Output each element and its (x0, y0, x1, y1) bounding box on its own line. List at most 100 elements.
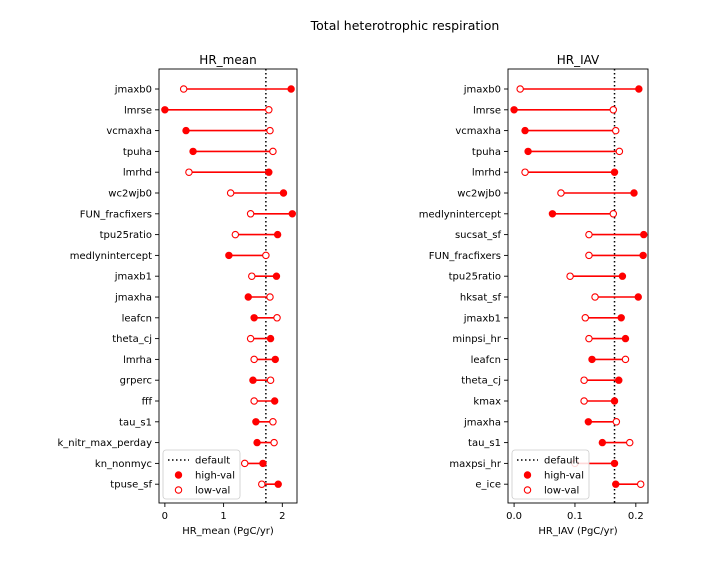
low-val-point (585, 251, 593, 260)
x-tick-label: 0.1 (567, 511, 583, 522)
x-tick-label: 0.2 (628, 511, 644, 522)
legend-default-label: default (544, 456, 579, 467)
low-val-point (609, 210, 618, 218)
low-val-point (266, 376, 275, 384)
y-tick-label: lmrse (473, 105, 501, 116)
high-val-point (272, 272, 281, 280)
y-tick-label: sucsat_sf (455, 230, 502, 241)
high-val-point (288, 210, 297, 218)
panel-title: HR_mean (199, 53, 256, 67)
high-val-point (621, 334, 630, 343)
y-tick-label: tau_s1 (468, 438, 501, 449)
y-tick-label: maxpsi_hr (449, 459, 501, 470)
y-tick-label: tau_s1 (119, 417, 152, 428)
low-val-point (248, 272, 256, 280)
low-val-point (258, 480, 266, 488)
x-tick-label: 0 (162, 511, 168, 522)
low-val-point (246, 334, 255, 343)
low-val-point (240, 459, 249, 468)
legend-high-label: high-val (544, 471, 584, 482)
high-val-point (266, 334, 275, 343)
legend-low-swatch (174, 486, 183, 494)
panel-title: HR_IAV (557, 53, 600, 67)
y-tick-label: jmaxha (114, 293, 152, 304)
low-val-point (269, 418, 277, 426)
high-val-point (249, 376, 257, 384)
y-tick-label: leafcn (471, 355, 501, 366)
high-val-point (610, 459, 619, 468)
low-val-point (265, 106, 273, 114)
high-val-point (225, 251, 233, 260)
y-tick-label: jmaxha (463, 417, 501, 428)
high-val-point (598, 438, 607, 447)
low-val-point (581, 314, 590, 322)
y-tick-label: fff (142, 397, 153, 408)
high-val-point (630, 189, 638, 197)
legend: default high-val low-val (162, 449, 241, 500)
high-val-point (279, 189, 288, 197)
low-val-point (516, 85, 524, 93)
y-tick-label: vcmaxha (455, 126, 501, 137)
high-val-point (521, 126, 529, 135)
legend-high-label: high-val (195, 471, 235, 482)
high-val-point (244, 293, 252, 301)
y-tick-label: tpuha (472, 147, 501, 158)
legend-box (162, 449, 241, 500)
y-tick-label: wc2wjb0 (108, 189, 152, 200)
high-val-point (265, 168, 273, 176)
chart-panel-hr-iav: HR_IAV 0.0 0.1 0.2 HR_IAV (PgC/yr) jmaxb0 lmrs… (419, 53, 649, 537)
low-val-point (231, 230, 240, 239)
high-val-point (253, 438, 261, 447)
y-tick-label: minpsi_hr (452, 334, 502, 345)
high-val-point (273, 230, 282, 239)
x-axis-label: HR_mean (PgC/yr) (182, 526, 274, 537)
y-tick-label: lmrhd (472, 168, 501, 179)
legend-box (511, 449, 590, 500)
high-val-point (610, 397, 619, 405)
high-val-point (610, 168, 619, 176)
y-tick-label: grperc (120, 376, 152, 387)
x-tick-label: 2 (279, 511, 285, 522)
low-val-point (585, 230, 593, 239)
y-tick-label: lmrhd (123, 168, 152, 179)
high-val-point (612, 480, 620, 488)
high-val-point (250, 314, 258, 322)
y-tick-label: theta_cj (461, 376, 501, 387)
high-val-point (635, 85, 643, 93)
low-val-point (185, 168, 193, 176)
y-tick-label: jmaxb0 (114, 85, 152, 96)
legend-low-label: low-val (544, 486, 579, 497)
y-tick-label: theta_cj (112, 334, 152, 345)
y-tick-label: FUN_fracfixers (80, 209, 152, 220)
low-val-point (615, 147, 624, 156)
low-val-point (611, 126, 620, 135)
low-val-point (580, 376, 588, 384)
y-tick-label: medlynintercept (70, 251, 152, 262)
low-val-point (580, 397, 588, 405)
legend-high-swatch (523, 471, 532, 479)
figure-title: Total heterotrophic respiration (310, 18, 500, 33)
high-val-point (271, 355, 279, 364)
x-tick-label: 1 (220, 511, 226, 522)
high-val-point (274, 480, 282, 488)
y-tick-label: FUN_fracfixers (429, 251, 501, 262)
y-tick-label: lmrse (124, 105, 152, 116)
high-val-point (524, 147, 532, 156)
low-val-point (179, 85, 188, 93)
legend: default high-val low-val (511, 449, 590, 500)
low-val-point (250, 355, 258, 364)
y-tick-label: e_ice (475, 480, 501, 491)
high-val-point (259, 459, 267, 468)
high-val-point (182, 126, 190, 135)
legend-high-swatch (174, 471, 183, 479)
y-tick-label: kmax (473, 397, 501, 408)
low-val-point (591, 293, 599, 301)
chart-panel-hr-mean: HR_mean 0 1 2 HR_mean (PgC/yr) jmaxb0 lmrse vcm… (57, 53, 298, 537)
x-tick-label: 0.0 (506, 511, 522, 522)
y-tick-label: tpuse_sf (110, 480, 152, 491)
high-val-point (287, 85, 295, 93)
low-val-point (262, 251, 270, 260)
high-val-point (510, 106, 518, 114)
plot-frame (158, 68, 298, 504)
